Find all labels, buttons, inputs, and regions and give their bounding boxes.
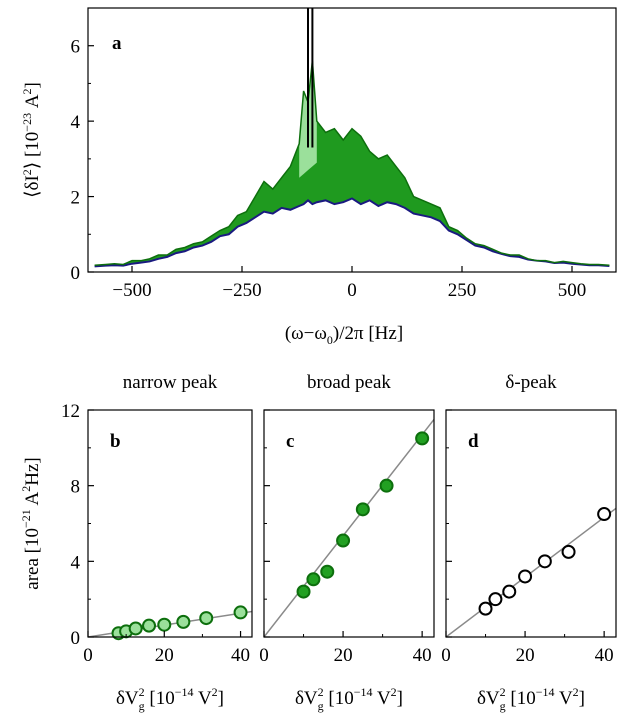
x-tick-label: 0 (441, 645, 451, 666)
data-point (561, 544, 576, 559)
data-point (336, 533, 351, 548)
x-tick-label: 250 (448, 280, 477, 301)
y-tick-label: 4 (71, 552, 81, 573)
x-tick-label: 0 (83, 645, 93, 666)
panel-c-xlabel: δVg2 [10−14 V2] (295, 685, 403, 713)
x-tick-label: 40 (413, 645, 432, 666)
panel-c-letter: c (286, 431, 294, 452)
panel-a-plot (94, 8, 610, 268)
panel-b-xlabel: δVg2 [10−14 V2] (116, 685, 224, 713)
total-spectrum-line (94, 60, 610, 266)
x-tick-label: −250 (222, 280, 261, 301)
broad-peak-area (94, 60, 610, 267)
panel-d-xlabel: δVg2 [10−14 V2] (477, 685, 585, 713)
x-tick-label: 40 (595, 645, 614, 666)
panel-b-title: narrow peak (123, 372, 218, 393)
panel-a: −500 −250 0 250 500 0 2 4 6 a (71, 7, 617, 301)
data-point (597, 507, 612, 522)
panel-d-letter: d (468, 431, 479, 452)
data-point (296, 584, 311, 599)
data-point (320, 564, 335, 579)
panel-b: narrow peak 0 20 40 0 4 8 12 b δVg2 [10−14 V2] (61, 372, 253, 713)
panel-a-ylabel: ⟨δI2⟩ [10−23 A2] (20, 82, 43, 198)
y-tick-label: 8 (71, 477, 81, 498)
data-point (488, 592, 503, 607)
y-tick-label: 12 (61, 401, 80, 422)
x-tick-label: 20 (516, 645, 535, 666)
panel-b-letter: b (110, 431, 121, 452)
panel-a-xlabel: (ω−ω0)/2π [Hz] (285, 323, 403, 347)
panel-d-title: δ-peak (505, 372, 557, 393)
x-tick-label: 20 (155, 645, 174, 666)
panel-c-title: broad peak (307, 372, 391, 393)
data-point (157, 617, 172, 632)
y-tick-label: 6 (71, 37, 81, 58)
x-tick-label: 500 (558, 280, 587, 301)
background-line (94, 197, 610, 268)
data-point (415, 431, 430, 446)
x-tick-label: 0 (259, 645, 269, 666)
data-point (233, 605, 248, 620)
data-point (199, 611, 214, 626)
data-point (537, 554, 552, 569)
fit-line (446, 507, 616, 637)
y-tick-label: 0 (71, 263, 81, 284)
x-tick-label: −500 (112, 280, 151, 301)
panel-c: broad peak 0 20 40 c δVg2 [10−14 V2] (259, 372, 435, 713)
fit-line (264, 418, 434, 637)
data-point (142, 618, 157, 633)
x-tick-label: 40 (231, 645, 250, 666)
x-tick-label: 20 (334, 645, 353, 666)
panel-a-letter: a (112, 33, 122, 54)
data-point (502, 584, 517, 599)
y-tick-label: 2 (71, 188, 81, 209)
data-point (176, 614, 191, 629)
y-tick-label: 0 (71, 628, 81, 649)
data-point (518, 569, 533, 584)
data-point (128, 621, 143, 636)
data-point (379, 478, 394, 493)
x-tick-label: 0 (347, 280, 357, 301)
y-tick-label: 4 (71, 112, 81, 133)
data-point (478, 601, 493, 616)
data-point (306, 572, 321, 587)
panel-bcd-ylabel: area [10−21 A2Hz] (19, 457, 43, 589)
panel-d: δ-peak 0 20 40 d δVg2 [10−14 V2] (441, 372, 617, 713)
data-point (355, 502, 370, 517)
